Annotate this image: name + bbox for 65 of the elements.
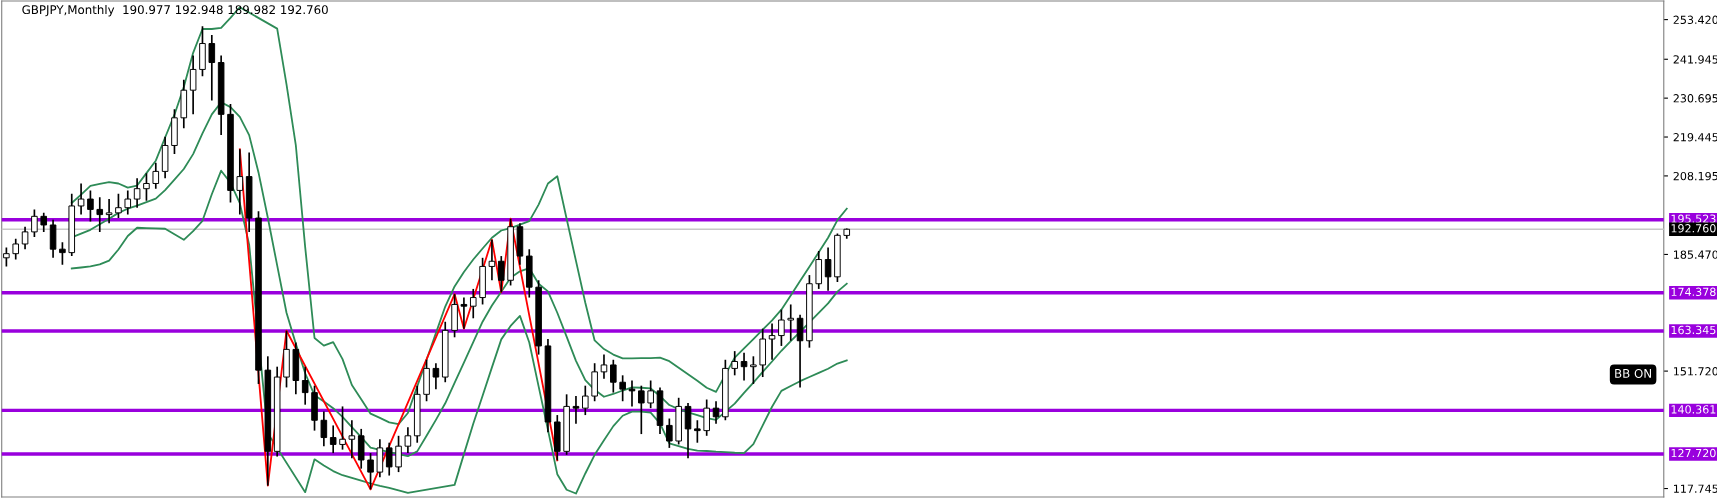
candlestick [21,225,29,250]
y-tick-label: 117.745 [1674,484,1717,493]
candlestick [647,379,654,409]
annotation: BB ON [1615,368,1651,378]
line-series [70,169,848,495]
candlestick [395,434,402,473]
candlestick [77,182,85,216]
candlestick [404,426,412,454]
candlestick [208,34,216,102]
candlestick [740,352,748,382]
candlestick [152,161,160,190]
candlestick [236,148,244,216]
ref-line-label: 127.720 [1671,448,1716,458]
candlestick [40,212,48,233]
candlestick [703,398,710,437]
y-tick-label: 241.945 [1673,55,1717,64]
candlestick [320,410,328,448]
candlestick [469,288,477,320]
candlestick [460,296,468,330]
candlestick [694,419,701,444]
candlestick [582,384,589,416]
candlestick [133,177,141,209]
candlestick [666,417,673,449]
candlestick [124,189,132,216]
candlestick [385,441,393,477]
candlestick [638,384,645,435]
candlestick [684,402,692,460]
candlestick [31,208,38,238]
candlestick [572,395,580,425]
candlestick [488,238,496,282]
candlestick [600,353,608,380]
candlestick [768,322,776,361]
candlestick [367,452,374,491]
y-tick-label: 208.195 [1673,171,1717,181]
candlestick [3,246,10,268]
candlestick [59,241,66,266]
ref-line-label: 163.345 [1671,325,1716,335]
candlestick [778,308,785,347]
candlestick [787,303,795,342]
candlestick [796,313,804,389]
candlestick [628,379,636,408]
candlestick [348,419,356,460]
ref-line-label: 174.378 [1671,287,1716,297]
ref-line-label: 195.523 [1671,214,1716,223]
candlestick [105,198,113,225]
candlestick [12,237,20,261]
candlestick [143,172,150,202]
ref-line-label: 140.361 [1671,405,1716,414]
candlestick [329,424,337,454]
candlestick [87,189,94,223]
candlestick [610,358,617,394]
candlestick [96,196,104,233]
candlestick [339,405,346,451]
candlestick [750,355,757,385]
y-tick-label: 219.445 [1673,133,1717,142]
candlestick [619,374,626,403]
y-tick-label: 230.695 [1673,94,1717,103]
candlestick [497,255,505,294]
candlestick [432,362,440,390]
candlestick [189,54,197,116]
candlestick [301,365,309,406]
ref-line-label: 192.760 [1671,224,1716,233]
candlestick [115,193,122,219]
candlestick [731,350,738,377]
candlestick [824,246,832,292]
